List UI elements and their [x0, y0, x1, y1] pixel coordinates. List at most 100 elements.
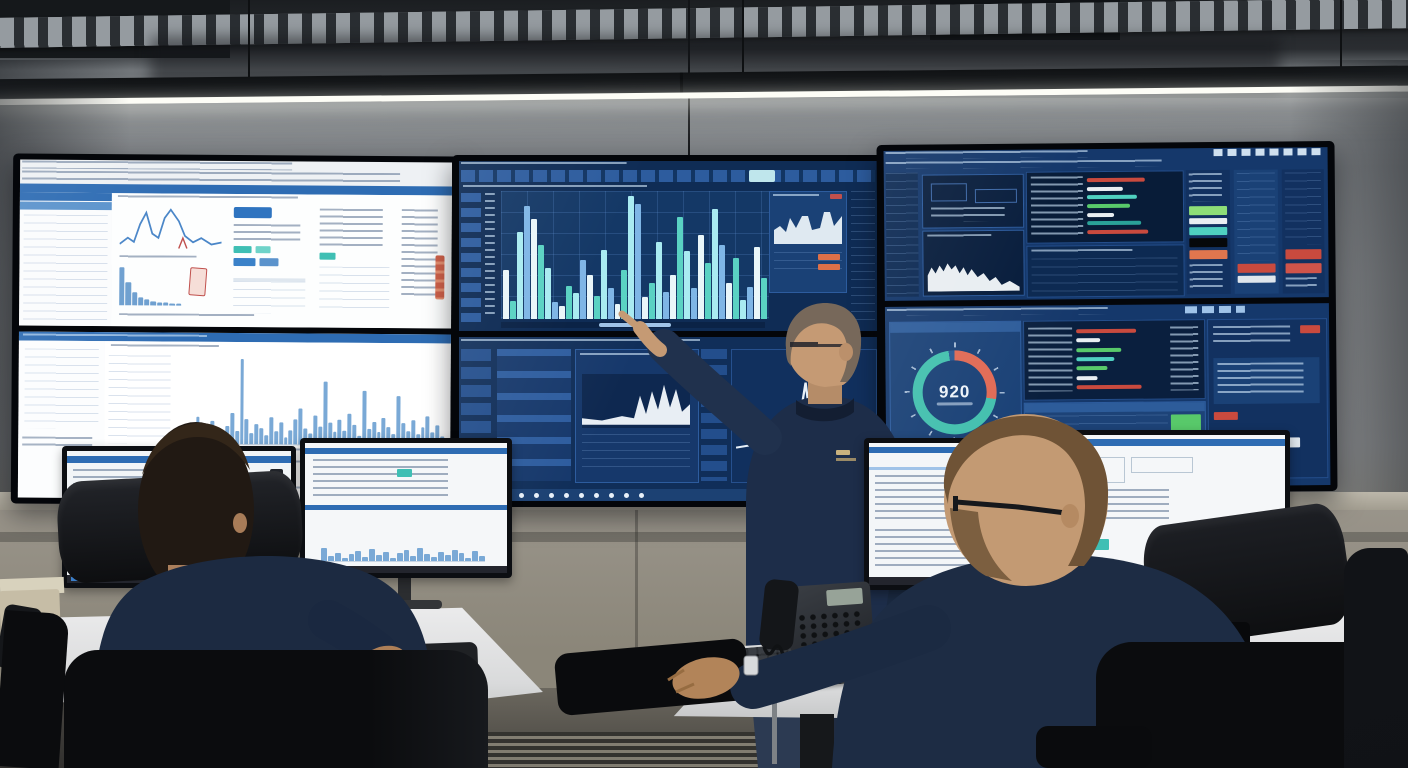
teal-button: [319, 252, 336, 260]
side-panel-header: [773, 194, 823, 199]
menu-bar: [22, 160, 323, 171]
status-bar-list: [1086, 175, 1178, 236]
doc-text-left: [875, 475, 955, 519]
alert-marker: [188, 267, 208, 297]
center-display-top-dashboard: [459, 161, 877, 331]
hair: [943, 415, 1109, 566]
desk-phone: [758, 576, 875, 662]
title-band: [305, 448, 507, 454]
mini-table-2: [319, 266, 390, 312]
titlebar-icon-cluster: [1213, 148, 1322, 157]
orange-cell: [818, 254, 840, 260]
teal-cell: [397, 469, 412, 477]
column-text: [319, 208, 390, 250]
hand: [672, 657, 740, 699]
hair: [785, 303, 862, 382]
sidebar-rows: [23, 214, 108, 322]
histogram-panel: [922, 229, 1025, 297]
arm-sleeve: [730, 605, 951, 709]
col-text: [1189, 263, 1226, 291]
glasses-rim: [953, 496, 958, 511]
mid-band: [305, 505, 507, 510]
monitor-screen: [305, 443, 507, 573]
active-tool-tile: [749, 170, 775, 182]
glasses: [955, 499, 1067, 516]
green-cell: [1189, 205, 1228, 216]
taskbar-strip: [305, 566, 507, 573]
detail-rows: [1031, 257, 1178, 293]
ear: [233, 513, 247, 533]
desk-monitor-left-2: [300, 438, 512, 578]
tile-rows: [582, 434, 690, 474]
area-chart: [774, 212, 842, 244]
gauge-sublabel-dash: [936, 402, 973, 406]
cell-column-3: [1281, 169, 1325, 294]
head-skin: [944, 414, 1108, 586]
header-band: [461, 339, 721, 345]
ear: [839, 343, 853, 361]
monitor-stand-neck-l2: [398, 576, 411, 604]
title-bar: [885, 150, 1106, 159]
glasses: [790, 342, 818, 347]
alloc-labels: [1028, 327, 1073, 392]
footer-text: [119, 313, 270, 321]
wire-box: [974, 188, 1017, 204]
alloc-bar-list: [1076, 326, 1163, 393]
red-badge: [1300, 325, 1321, 334]
taskbar-app-icons: [519, 489, 644, 501]
alert-chip: [830, 194, 842, 199]
right-list-strip: [851, 191, 875, 325]
notes-section-text: [1217, 362, 1312, 398]
sidebar-header: [19, 192, 112, 202]
col-rows: [1284, 172, 1322, 245]
main-bar-chart: [501, 191, 769, 319]
screen-text: [313, 459, 463, 499]
edge-chair-arm: [0, 609, 70, 768]
teal-cell: [255, 246, 271, 254]
toolbar-tiles: [461, 170, 875, 182]
section-label: [119, 255, 206, 261]
title-bar: [461, 162, 641, 168]
allocation-panel: [1023, 319, 1206, 401]
mini-table: [233, 277, 306, 314]
fingers: [667, 668, 695, 694]
orange-cell: [818, 264, 840, 270]
suspension-wire: [248, 0, 250, 86]
sidebar-panel: [19, 192, 112, 327]
hair-sheen: [142, 423, 250, 475]
white-cell: [1189, 217, 1228, 225]
teal-cell: [233, 245, 252, 254]
histogram-title: [927, 233, 998, 240]
head-hair: [138, 422, 254, 598]
teal-cell: [1189, 226, 1228, 236]
right-desk-leg-thin: [772, 702, 777, 764]
suspension-wire: [742, 0, 744, 78]
primary-button: [233, 206, 272, 219]
panel-header-text: [110, 344, 231, 350]
red-row: [1285, 249, 1322, 260]
white-histogram: [927, 263, 1020, 292]
form-text: [233, 223, 308, 243]
white-row: [1237, 275, 1276, 283]
left-rail-tiles: [461, 193, 481, 323]
y-axis-labels: [485, 193, 499, 319]
wire-box: [930, 183, 967, 202]
red-row: [1237, 263, 1276, 273]
glasses-temple: [818, 344, 844, 347]
tab-row: [463, 185, 663, 190]
toolbar: [885, 159, 1186, 169]
cell-column-1: [1185, 169, 1231, 295]
pointing-arm-sleeve: [647, 329, 782, 455]
cabinet-recess-line: [0, 532, 1408, 542]
toolbar-chips: [1184, 305, 1245, 314]
config-panel: [921, 173, 1025, 229]
pointing-finger: [618, 310, 648, 336]
side-panel: [769, 191, 847, 293]
detail-table-panel: [1026, 244, 1185, 298]
toolbar: [22, 170, 443, 184]
title-band: [1065, 439, 1285, 446]
wall-display-left: [10, 153, 460, 507]
alloc-values: [1170, 326, 1199, 391]
panel-toolbar-text: [117, 195, 318, 203]
